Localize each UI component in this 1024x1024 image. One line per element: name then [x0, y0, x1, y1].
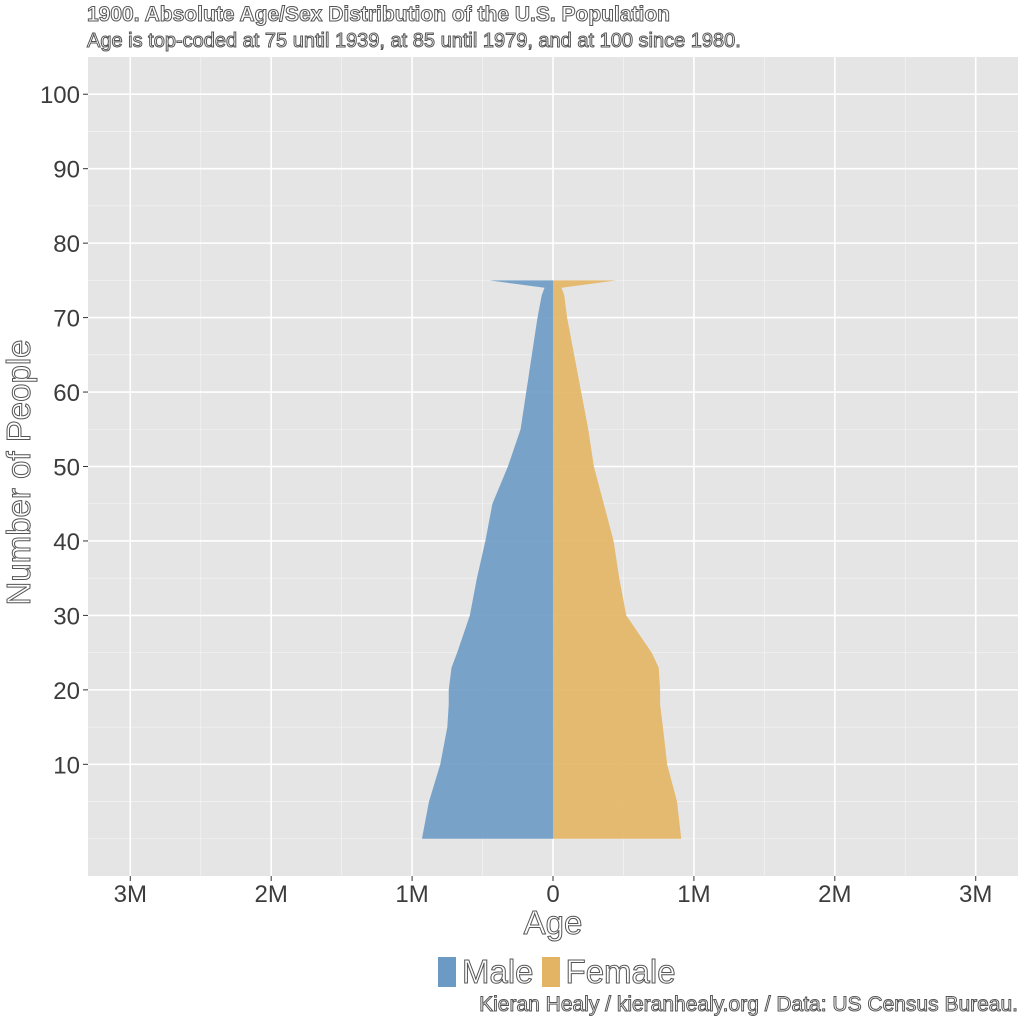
x-tick-label: 1M — [395, 881, 428, 908]
x-tick-label: 2M — [255, 881, 288, 908]
y-tick-label: 90 — [53, 157, 80, 184]
legend-label-female: Female — [565, 953, 676, 991]
y-axis-title: Number of People — [0, 340, 37, 606]
y-tick-label: 40 — [53, 529, 80, 556]
chart-subtitle: Age is top-coded at 75 until 1939, at 85… — [87, 30, 742, 53]
legend-item-male: Male — [438, 952, 534, 992]
x-tick-label: 1M — [677, 881, 710, 908]
y-tick-label: 70 — [53, 306, 80, 333]
chart-caption: Kieran Healy / kieranhealy.org / Data: U… — [479, 993, 1019, 1017]
chart-title: 1900. Absolute Age/Sex Distribution of t… — [86, 3, 671, 27]
x-tick-label: 3M — [959, 881, 992, 908]
x-axis-title: Age — [524, 904, 583, 941]
x-tick-label: 3M — [114, 881, 147, 908]
y-tick-label: 100 — [40, 82, 80, 109]
legend-label-male: Male — [462, 953, 535, 991]
y-tick-label: 80 — [53, 231, 80, 258]
legend-item-female: Female — [541, 952, 676, 992]
y-tick-label: 50 — [53, 455, 80, 482]
legend-swatch-male — [438, 957, 456, 987]
area-male — [421, 280, 553, 839]
y-tick-label: 60 — [53, 380, 80, 407]
x-tick-label: 0 — [546, 881, 559, 908]
y-tick-label: 20 — [53, 678, 80, 705]
y-tick-label: 30 — [53, 603, 80, 630]
legend-swatch-female — [541, 957, 560, 987]
area-female — [553, 280, 682, 839]
x-tick-label: 2M — [818, 881, 851, 908]
legend: Male Female — [438, 952, 684, 992]
y-tick-label: 10 — [53, 752, 80, 779]
